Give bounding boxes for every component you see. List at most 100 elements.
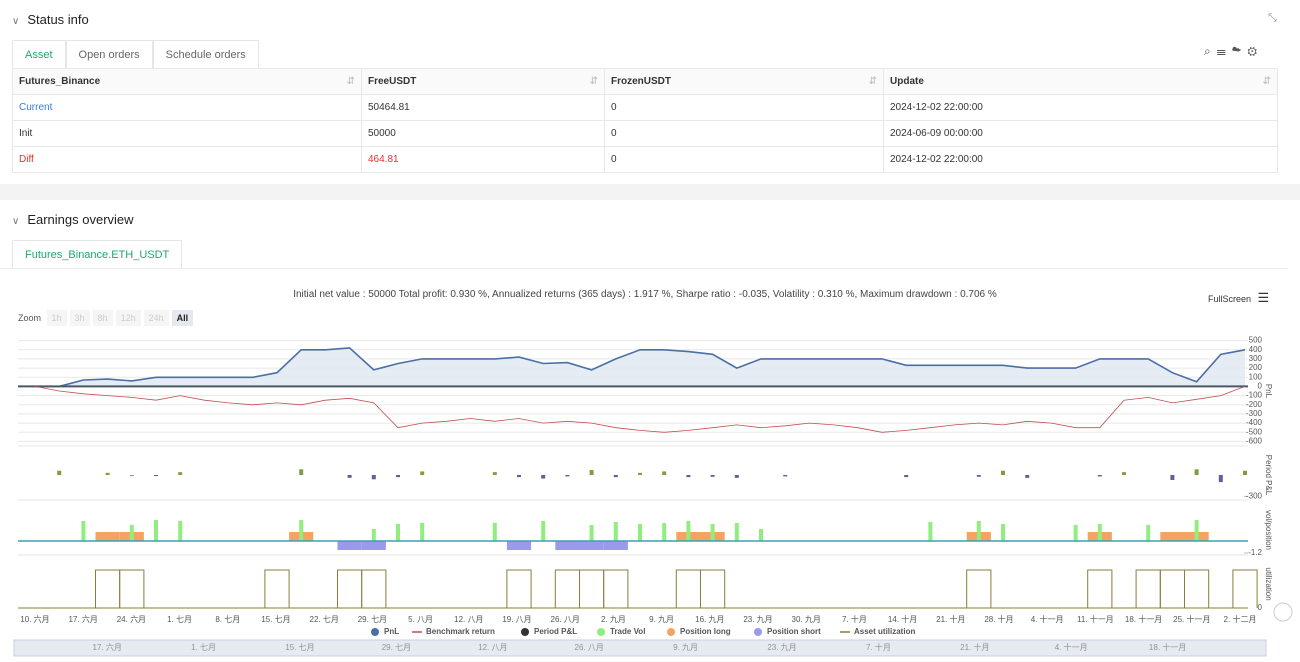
- legend-item[interactable]: Period P&L: [521, 627, 577, 636]
- period-pnl-bar: [1097, 475, 1102, 477]
- separator: [0, 184, 1300, 200]
- header-cell[interactable]: FreeUSDT: [361, 68, 605, 95]
- navigator-label: 17. 六月: [93, 642, 122, 652]
- period-pnl-bar: [541, 475, 546, 479]
- navigator-label: 7. 十月: [866, 642, 891, 652]
- collapse-icon[interactable]: ⤡: [1268, 12, 1277, 24]
- zoom-button[interactable]: 8h: [92, 310, 113, 326]
- utilization-step: [506, 569, 532, 608]
- header-cell[interactable]: Futures_Binance: [12, 68, 362, 95]
- trade-vol-bar: [928, 522, 933, 541]
- toolbar-icons[interactable]: ⌕☰☁⚙: [1204, 44, 1264, 58]
- zoom-button[interactable]: 24h: [143, 310, 169, 326]
- trade-vol-bar: [976, 521, 981, 541]
- y-tick-label: 0: [1258, 603, 1263, 612]
- utilization-step: [579, 569, 605, 608]
- trade-vol-bar: [710, 524, 715, 541]
- trade-vol-bar: [299, 520, 304, 541]
- x-tick-label: 30. 九月: [792, 615, 821, 624]
- trade-vol-bar: [154, 520, 158, 541]
- y-tick-label: 400: [1249, 345, 1263, 354]
- navigator[interactable]: [13, 639, 1267, 657]
- header-cell[interactable]: Update: [883, 68, 1278, 95]
- legend-label: Position short: [767, 627, 821, 636]
- utilization-step: [1135, 569, 1161, 608]
- period-pnl-bar: [178, 472, 183, 475]
- zoom-button[interactable]: 12h: [115, 310, 141, 326]
- period-pnl-bar: [686, 475, 691, 478]
- navigator-label: 9. 九月: [673, 643, 698, 652]
- x-tick-label: 8. 七月: [215, 615, 240, 624]
- period-pnl-bar: [517, 475, 521, 478]
- period-pnl-bar: [371, 475, 376, 480]
- trade-vol-bar: [1194, 520, 1199, 541]
- legend-label: Asset utilization: [854, 627, 915, 636]
- trade-vol-bar: [638, 524, 642, 541]
- benchmark-line: [34, 386, 1246, 433]
- legend-item[interactable]: Benchmark return: [412, 627, 495, 636]
- legend-item[interactable]: PnL: [371, 627, 399, 636]
- zoom-button[interactable]: 3h: [69, 310, 90, 326]
- fullscreen-button[interactable]: FullScreen ☰: [1208, 290, 1270, 305]
- position-short: [361, 541, 386, 550]
- trade-vol-bar: [396, 524, 400, 541]
- x-tick-label: 28. 十月: [984, 614, 1013, 624]
- header-row: Futures_Binance FreeUSDT FrozenUSDT Upda…: [12, 68, 1278, 95]
- earnings-header[interactable]: ∨ Earnings overview: [12, 212, 134, 227]
- tab[interactable]: Schedule orders: [152, 40, 259, 69]
- x-tick-label: 5. 八月: [408, 615, 433, 624]
- fullscreen-label: FullScreen: [1208, 294, 1252, 304]
- period-pnl-bar: [1194, 469, 1199, 475]
- tab[interactable]: Futures_Binance.ETH_USDT: [12, 240, 183, 269]
- legend-item[interactable]: Asset utilization: [840, 627, 915, 636]
- utilization-step: [700, 569, 726, 608]
- period-pnl-bar: [1001, 470, 1005, 475]
- navigator-label: 12. 八月: [478, 643, 507, 652]
- period-pnl-bar: [1243, 470, 1247, 475]
- tab[interactable]: Open orders: [65, 40, 153, 69]
- x-tick-label: 1. 七月: [167, 615, 192, 624]
- zoom-bar: Zoom 1h 3h 8h 12h 24h All: [18, 310, 194, 326]
- cell: 464.81: [361, 146, 605, 173]
- status-header[interactable]: ∨ Status info: [12, 12, 89, 27]
- trade-vol-bar: [1146, 525, 1151, 541]
- cell: Diff: [12, 146, 362, 173]
- x-tick-label: 29. 七月: [358, 615, 387, 624]
- scroll-top[interactable]: [1273, 602, 1293, 622]
- x-tick-label: 22. 七月: [310, 615, 339, 624]
- legend-item[interactable]: Trade Vol: [597, 627, 645, 636]
- zoom-button[interactable]: All: [171, 310, 194, 326]
- navigator-label: 1. 七月: [191, 643, 216, 652]
- legend-symbol: [521, 628, 529, 636]
- legend-item[interactable]: Position short: [754, 627, 821, 636]
- utilization-step: [361, 569, 387, 608]
- zoom-button[interactable]: 1h: [46, 310, 67, 326]
- legend-label: Trade Vol: [610, 627, 645, 636]
- legend-label: PnL: [384, 627, 399, 636]
- cell: 50464.81: [361, 94, 605, 121]
- period-pnl-bar: [420, 471, 425, 475]
- period-pnl-bar: [783, 475, 788, 477]
- period-pnl-bar: [710, 475, 715, 477]
- trade-vol-bar: [81, 521, 86, 541]
- period-pnl-bar: [396, 475, 400, 478]
- tab[interactable]: Asset: [12, 40, 66, 69]
- row: Current 50464.81 0 2024-12-02 22:00:00: [12, 94, 1278, 121]
- period-pnl-bar: [129, 475, 134, 476]
- y-tick-label: -500: [1246, 427, 1263, 436]
- section-title: Earnings overview: [27, 212, 134, 227]
- y-tick-label: -600: [1246, 437, 1263, 446]
- cell: 2024-12-02 22:00:00: [883, 94, 1278, 121]
- trade-vol-bar: [589, 525, 594, 541]
- legend-item[interactable]: Position long: [667, 627, 731, 636]
- period-pnl-bar: [565, 475, 570, 477]
- status-tabs: Asset Open orders Schedule orders: [12, 40, 259, 69]
- utilization-step: [966, 569, 992, 608]
- position-short: [506, 541, 532, 550]
- x-tick-label: 9. 九月: [649, 615, 674, 624]
- y-tick-label: 300: [1249, 354, 1263, 363]
- x-tick-label: 17. 六月: [69, 614, 98, 624]
- header-cell[interactable]: FrozenUSDT: [604, 68, 884, 95]
